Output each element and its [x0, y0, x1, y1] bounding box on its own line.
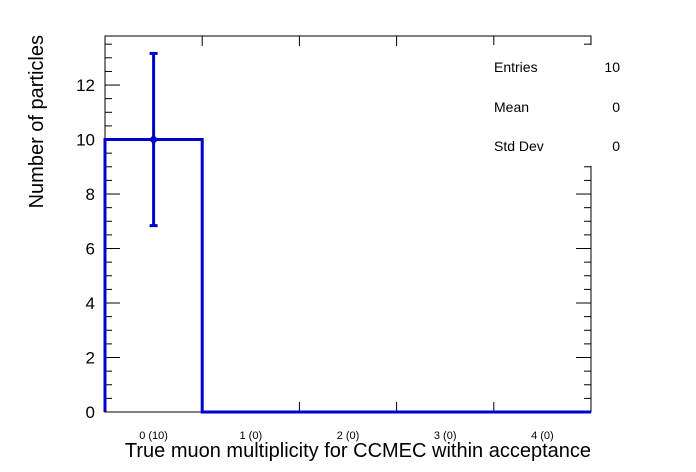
y-tick-label: 4	[86, 294, 95, 313]
stats-mean-label: Mean	[494, 99, 530, 115]
y-tick-label: 6	[86, 240, 95, 259]
x-tick-label: 2 (0)	[337, 430, 360, 442]
y-tick-label: 12	[76, 76, 95, 95]
y-axis-label: Number of particles	[26, 35, 48, 208]
data-point	[150, 136, 158, 144]
y-tick-label: 8	[86, 185, 95, 204]
stats-std-value: 0	[612, 138, 620, 154]
x-tick-label: 0 (10)	[139, 430, 168, 442]
y-tick-label: 2	[86, 349, 95, 368]
stats-box: Entries 10 Mean 0 Std Dev 0	[481, 45, 625, 166]
stats-entries-value: 10	[604, 59, 620, 75]
stats-entries-label: Entries	[494, 59, 538, 75]
x-axis-label: True muon multiplicity for CCMEC within …	[125, 440, 591, 462]
stats-mean-value: 0	[612, 99, 620, 115]
y-tick-label: 10	[76, 131, 95, 150]
y-tick-label: 0	[86, 403, 95, 422]
stats-std-label: Std Dev	[494, 138, 544, 154]
histogram-outline	[103, 138, 591, 414]
x-tick-label: 4 (0)	[531, 430, 554, 442]
x-tick-label: 3 (0)	[434, 430, 457, 442]
x-tick-label: 1 (0)	[239, 430, 262, 442]
plot-marks	[103, 51, 591, 414]
